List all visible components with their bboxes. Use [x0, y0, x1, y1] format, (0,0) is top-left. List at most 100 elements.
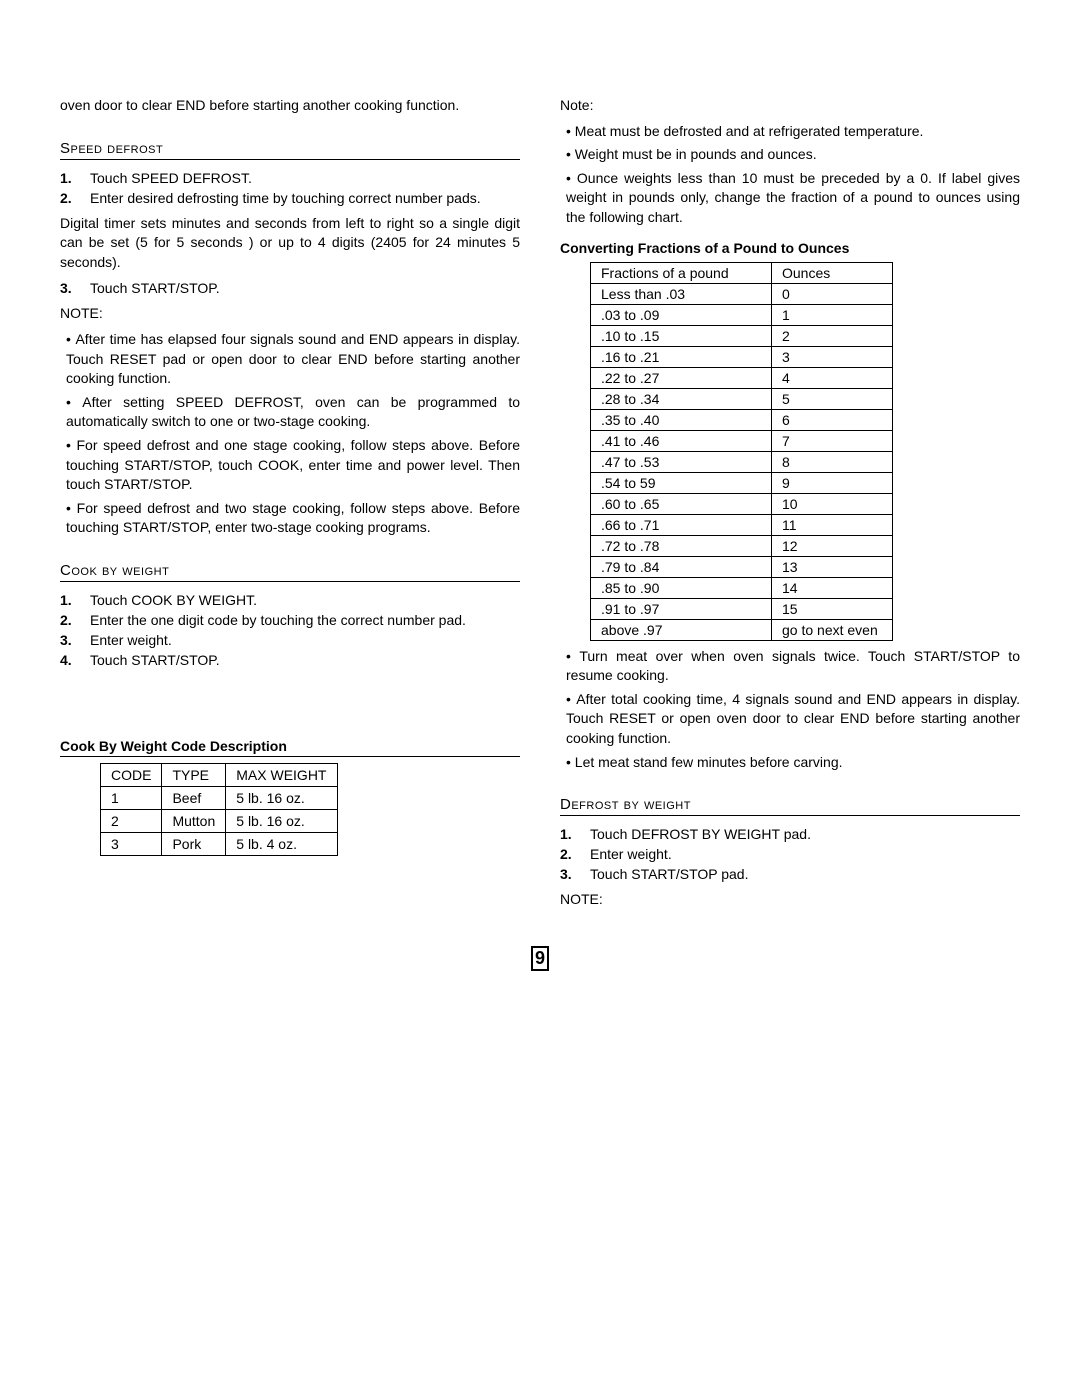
table-cell: Beef [162, 786, 226, 809]
step-number: 2. [60, 190, 90, 206]
note-text: Let meat stand few minutes before carvin… [575, 754, 843, 770]
table-row: .41 to .467 [591, 430, 893, 451]
step-number: 2. [560, 846, 590, 862]
conversion-table: Fractions of a pound Ounces Less than .0… [590, 262, 893, 641]
table-header: Ounces [772, 262, 893, 283]
table-cell: .54 to 59 [591, 472, 772, 493]
table-header: TYPE [162, 763, 226, 786]
list-item: 4. Touch START/STOP. [60, 652, 520, 668]
note-bullet: • After total cooking time, 4 signals so… [566, 690, 1020, 749]
table-header: MAX WEIGHT [226, 763, 337, 786]
table-cell: Less than .03 [591, 283, 772, 304]
table-row: .22 to .274 [591, 367, 893, 388]
list-item: 2. Enter the one digit code by touching … [60, 612, 520, 628]
note-text: After time has elapsed four signals soun… [66, 331, 520, 386]
table-cell: 1 [101, 786, 162, 809]
conversion-title: Converting Fractions of a Pound to Ounce… [560, 240, 1020, 256]
step-number: 3. [60, 280, 90, 296]
note-bullet: • Weight must be in pounds and ounces. [566, 145, 1020, 165]
table-cell: 9 [772, 472, 893, 493]
table-cell: 12 [772, 535, 893, 556]
table-cell: .79 to .84 [591, 556, 772, 577]
right-column: Note: • Meat must be defrosted and at re… [560, 90, 1020, 916]
table-cell: above .97 [591, 619, 772, 640]
table-row: 3 Pork 5 lb. 4 oz. [101, 832, 338, 855]
speed-defrost-steps: 1. Touch SPEED DEFROST. 2. Enter desired… [60, 170, 520, 206]
list-item: 1. Touch DEFROST BY WEIGHT pad. [560, 826, 1020, 842]
note-text: After setting SPEED DEFROST, oven can be… [66, 394, 520, 430]
table-cell: .60 to .65 [591, 493, 772, 514]
step-number: 2. [60, 612, 90, 628]
note-text: Ounce weights less than 10 must be prece… [566, 170, 1020, 225]
table-row: .54 to 599 [591, 472, 893, 493]
table-cell: .72 to .78 [591, 535, 772, 556]
note-text: Meat must be defrosted and at refrigerat… [575, 123, 924, 139]
step-text: Enter the one digit code by touching the… [90, 612, 520, 628]
note-text: Turn meat over when oven signals twice. … [566, 648, 1020, 684]
note-text: Weight must be in pounds and ounces. [575, 146, 817, 162]
note-bullet: • Meat must be defrosted and at refriger… [566, 122, 1020, 142]
note-label: NOTE: [60, 304, 520, 324]
table-cell: .03 to .09 [591, 304, 772, 325]
note-label: Note: [560, 96, 1020, 116]
table-row: .60 to .6510 [591, 493, 893, 514]
table-cell: .41 to .46 [591, 430, 772, 451]
table-cell: Pork [162, 832, 226, 855]
table-cell: 14 [772, 577, 893, 598]
table-row: .35 to .406 [591, 409, 893, 430]
table-row: .91 to .9715 [591, 598, 893, 619]
list-item: 1. Touch SPEED DEFROST. [60, 170, 520, 186]
step-text: Touch SPEED DEFROST. [90, 170, 520, 186]
note-bullet: • Let meat stand few minutes before carv… [566, 753, 1020, 773]
step-text: Touch START/STOP. [90, 652, 520, 668]
table-cell: 5 lb. 16 oz. [226, 786, 337, 809]
cook-by-weight-steps: 1. Touch COOK BY WEIGHT. 2. Enter the on… [60, 592, 520, 668]
table-cell: .16 to .21 [591, 346, 772, 367]
step-text: Touch START/STOP pad. [590, 866, 1020, 882]
table-row: .16 to .213 [591, 346, 893, 367]
table-cell: 5 [772, 388, 893, 409]
list-item: 3. Enter weight. [60, 632, 520, 648]
table-row: .72 to .7812 [591, 535, 893, 556]
timer-description: Digital timer sets minutes and seconds f… [60, 214, 520, 273]
note-text: For speed defrost and two stage cooking,… [66, 500, 520, 536]
note-bullet: • For speed defrost and one stage cookin… [66, 436, 520, 495]
note-bullet: • For speed defrost and two stage cookin… [66, 499, 520, 538]
page-number: 9 [60, 946, 1020, 971]
table-cell: 13 [772, 556, 893, 577]
step-text: Enter weight. [590, 846, 1020, 862]
step-number: 1. [60, 170, 90, 186]
defrost-by-weight-heading: Defrost by weight [560, 796, 1020, 816]
table-row: above .97go to next even [591, 619, 893, 640]
list-item: 1. Touch COOK BY WEIGHT. [60, 592, 520, 608]
table-cell: 5 lb. 16 oz. [226, 809, 337, 832]
table-cell: go to next even [772, 619, 893, 640]
table-row: 1 Beef 5 lb. 16 oz. [101, 786, 338, 809]
list-item: 2. Enter weight. [560, 846, 1020, 862]
step-text: Touch DEFROST BY WEIGHT pad. [590, 826, 1020, 842]
speed-defrost-heading: Speed defrost [60, 140, 520, 160]
note-label: NOTE: [560, 890, 1020, 910]
step-text: Enter weight. [90, 632, 520, 648]
table-row: .10 to .152 [591, 325, 893, 346]
table-cell: .85 to .90 [591, 577, 772, 598]
code-description-table: CODE TYPE MAX WEIGHT 1 Beef 5 lb. 16 oz.… [100, 763, 338, 856]
table-cell: 6 [772, 409, 893, 430]
table-header: Fractions of a pound [591, 262, 772, 283]
table-cell: 2 [772, 325, 893, 346]
table-header: CODE [101, 763, 162, 786]
speed-defrost-step3: 3. Touch START/STOP. [60, 280, 520, 296]
step-number: 3. [60, 632, 90, 648]
step-number: 1. [560, 826, 590, 842]
table-cell: .35 to .40 [591, 409, 772, 430]
note-bullet: • Turn meat over when oven signals twice… [566, 647, 1020, 686]
step-text: Enter desired defrosting time by touchin… [90, 190, 520, 206]
note-bullet: • After setting SPEED DEFROST, oven can … [66, 393, 520, 432]
table-cell: 7 [772, 430, 893, 451]
intro-text: oven door to clear END before starting a… [60, 96, 520, 116]
step-text: Touch START/STOP. [90, 280, 520, 296]
table-cell: 0 [772, 283, 893, 304]
table-row: .85 to .9014 [591, 577, 893, 598]
table-cell: 4 [772, 367, 893, 388]
step-text: Touch COOK BY WEIGHT. [90, 592, 520, 608]
